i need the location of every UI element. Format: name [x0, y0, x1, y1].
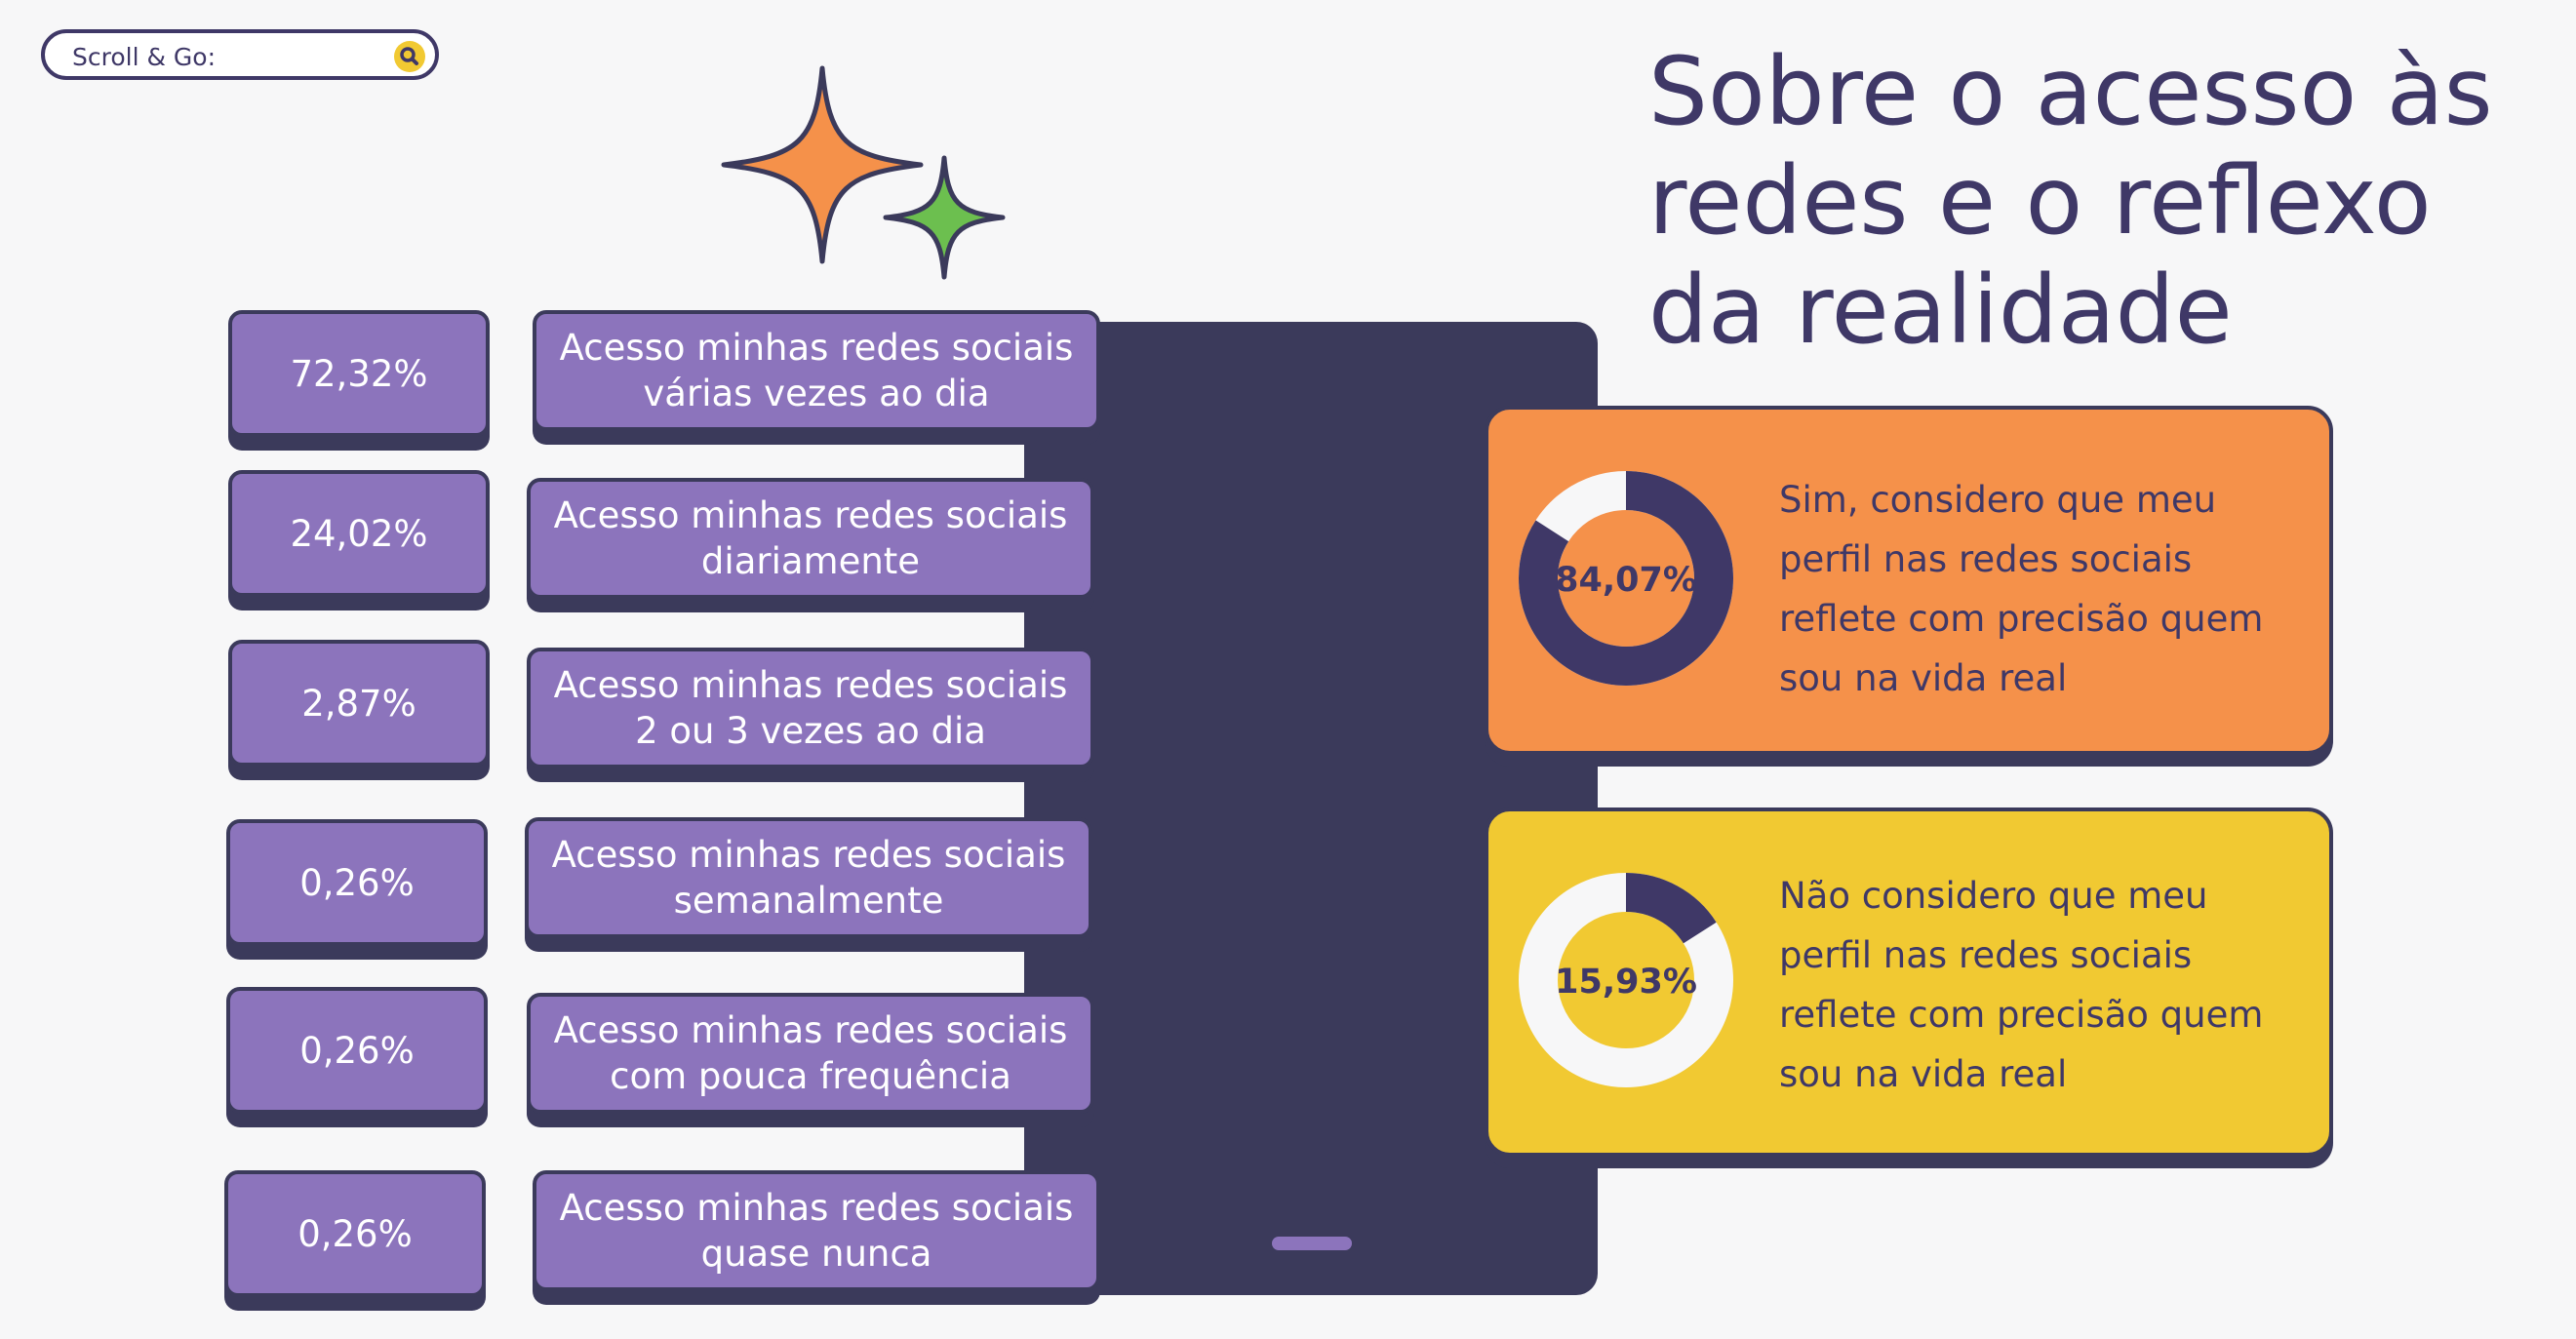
row-value: 72,32%: [228, 310, 490, 437]
row-label: Acesso minhas redes sociais quase nunca: [533, 1170, 1100, 1291]
row-label: Acesso minhas redes sociais com pouca fr…: [527, 993, 1094, 1114]
row-value: 0,26%: [226, 819, 488, 946]
card-no-text: Não considero que meu perfil nas redes s…: [1779, 875, 2264, 1095]
search-label: Scroll & Go:: [72, 43, 217, 71]
row-value: 0,26%: [226, 987, 488, 1114]
search-icon: [400, 47, 418, 65]
row-label: Acesso minhas redes sociais 2 ou 3 vezes…: [527, 648, 1094, 768]
search-bar[interactable]: Scroll & Go:: [41, 29, 439, 80]
row-label: Acesso minhas redes sociais semanalmente: [525, 817, 1092, 938]
sparkle-green-icon: [883, 155, 1006, 280]
page-title: Sobre o acesso às redes e o reflexo da r…: [1648, 37, 2493, 365]
sparkle-orange-icon: [721, 65, 924, 264]
row-label: Acesso minhas redes sociais diariamente: [527, 478, 1094, 599]
donut-value-no: 15,93%: [1555, 963, 1697, 1002]
phone-home-indicator: [1272, 1237, 1352, 1250]
search-button[interactable]: [394, 41, 425, 72]
row-value: 0,26%: [224, 1170, 486, 1297]
row-value: 24,02%: [228, 470, 490, 597]
donut-value-yes: 84,07%: [1555, 561, 1697, 600]
donut-arc-no: [1519, 873, 1733, 1087]
card-no: 15,93% Não considero que meu perfil nas …: [1485, 807, 2333, 1157]
card-yes: 84,07% Sim, considero que meu perfil nas…: [1485, 406, 2333, 755]
donut-no: 15,93%: [1519, 873, 1733, 1087]
row-value: 2,87%: [228, 640, 490, 767]
row-label: Acesso minhas redes sociais várias vezes…: [533, 310, 1100, 431]
card-yes-text: Sim, considero que meu perfil nas redes …: [1779, 479, 2264, 699]
donut-yes: 84,07%: [1519, 471, 1733, 686]
donut-arc-yes: [1519, 471, 1733, 686]
